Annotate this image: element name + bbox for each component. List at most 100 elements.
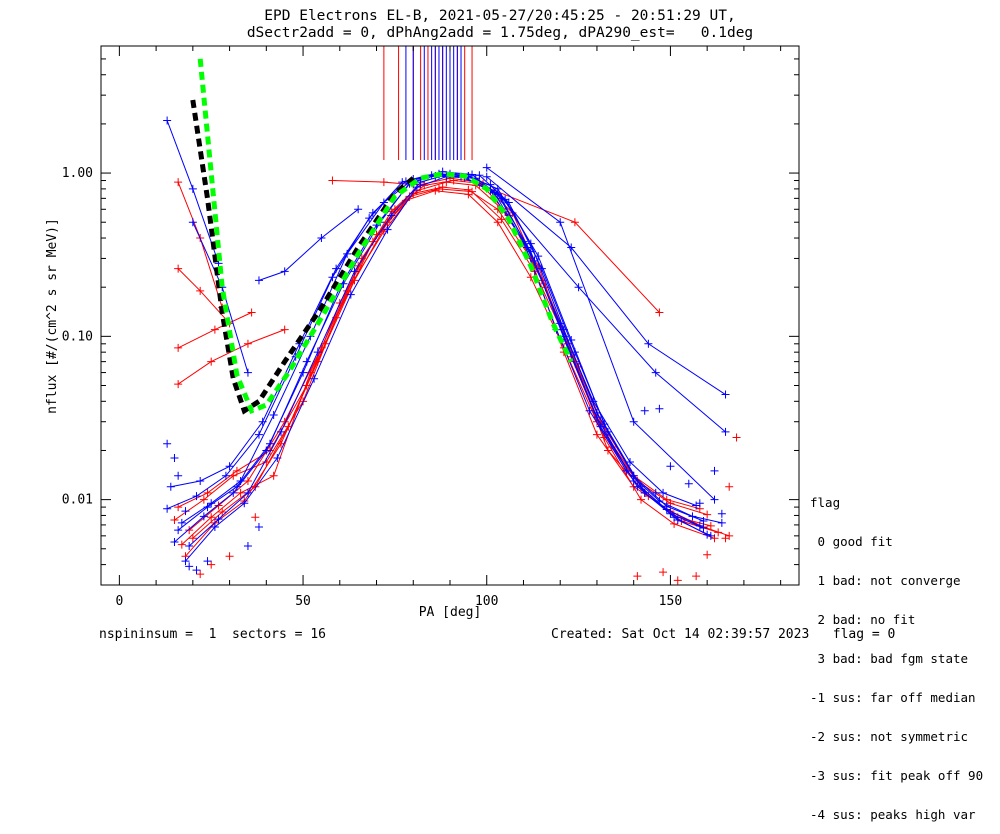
- data-point-red: [655, 308, 664, 317]
- data-point-blue: [387, 211, 396, 220]
- series-line-blue: [490, 184, 726, 433]
- legend-item: 0 good fit: [810, 534, 893, 549]
- data-point-blue: [174, 471, 183, 480]
- data-point-blue: [523, 243, 532, 252]
- data-point-blue: [332, 264, 341, 273]
- x-tick-label: 100: [475, 594, 498, 609]
- data-point-blue: [383, 225, 392, 234]
- data-point-blue: [188, 218, 197, 227]
- data-point-blue: [354, 205, 363, 214]
- data-point-blue: [166, 482, 175, 491]
- x-tick-label: 0: [115, 594, 123, 609]
- data-point-red: [196, 286, 205, 295]
- data-point-blue: [717, 509, 726, 518]
- series-line-red: [181, 186, 730, 545]
- data-point-blue: [699, 516, 708, 525]
- data-point-blue: [412, 183, 421, 192]
- data-point-blue: [559, 325, 568, 334]
- data-point-blue: [346, 290, 355, 299]
- legend-item: 3 bad: bad fgm state: [810, 651, 969, 666]
- data-point-red: [438, 183, 447, 192]
- data-point-blue: [269, 410, 278, 419]
- data-point-blue: [254, 522, 263, 531]
- data-point-red: [493, 218, 502, 227]
- data-point-red: [633, 572, 642, 581]
- data-point-blue: [662, 502, 671, 511]
- data-point-red: [251, 482, 260, 491]
- data-point-blue: [475, 171, 484, 180]
- data-point-red: [659, 568, 668, 577]
- data-point-blue: [644, 339, 653, 348]
- data-point-red: [210, 325, 219, 334]
- data-point-red: [431, 186, 440, 195]
- data-point-red: [379, 178, 388, 187]
- series-line-blue: [258, 208, 359, 281]
- fit-curve-green: [197, 58, 574, 415]
- data-point-red: [706, 521, 715, 530]
- data-point-red: [703, 550, 712, 559]
- data-point-blue: [243, 368, 252, 377]
- series-line-blue: [185, 176, 708, 562]
- data-point-red: [196, 570, 205, 579]
- data-point-blue: [710, 466, 719, 475]
- data-point-blue: [188, 184, 197, 193]
- data-point-blue: [629, 471, 638, 480]
- data-point-red: [177, 540, 186, 549]
- data-point-blue: [640, 406, 649, 415]
- data-point-blue: [277, 427, 286, 436]
- data-point-red: [229, 471, 238, 480]
- x-tick-label: 150: [659, 594, 682, 609]
- data-point-blue: [225, 462, 234, 471]
- y-tick-label: 0.10: [62, 329, 93, 344]
- data-point-red: [670, 519, 679, 528]
- data-point-blue: [185, 541, 194, 550]
- data-point-blue: [659, 488, 668, 497]
- data-point-red: [449, 176, 458, 185]
- data-point-blue: [229, 488, 238, 497]
- data-point-blue: [482, 163, 491, 172]
- data-point-blue: [236, 477, 245, 486]
- data-point-blue: [556, 218, 565, 227]
- data-point-red: [214, 501, 223, 510]
- data-point-blue: [328, 273, 337, 282]
- series-line-blue: [486, 176, 726, 396]
- data-point-blue: [684, 479, 693, 488]
- data-point-blue: [416, 178, 425, 187]
- data-point-blue: [181, 557, 190, 566]
- data-point-blue: [273, 453, 282, 462]
- data-point-blue: [203, 557, 212, 566]
- data-point-blue: [240, 499, 249, 508]
- data-point-red: [703, 510, 712, 519]
- data-point-blue: [210, 522, 219, 531]
- data-point-blue: [570, 348, 579, 357]
- data-point-blue: [721, 427, 730, 436]
- data-point-red: [174, 264, 183, 273]
- data-point-red: [603, 446, 612, 455]
- chart-plot: 0 50 100 150 0.01 0.10 1.00 PA [deg] nflux [#/…: [45, 45, 800, 620]
- y-axis-label: nflux [#/(cm^2 s sr MeV)]: [45, 218, 60, 414]
- data-point-red: [225, 552, 234, 561]
- data-point-red: [725, 482, 734, 491]
- data-point-blue: [243, 541, 252, 550]
- data-point-red: [243, 339, 252, 348]
- series-line-red: [188, 177, 711, 531]
- data-point-red: [721, 534, 730, 543]
- x-tick-label: 50: [295, 594, 311, 609]
- data-point-red: [714, 528, 723, 537]
- data-point-blue: [699, 524, 708, 533]
- data-point-blue: [185, 562, 194, 571]
- data-point-blue: [243, 488, 252, 497]
- data-point-red: [269, 471, 278, 480]
- data-point-blue: [170, 538, 179, 547]
- data-point-red: [174, 380, 183, 389]
- legend-item: -3 sus: fit peak off 90: [810, 768, 984, 783]
- data-point-red: [203, 488, 212, 497]
- y-tick-label: 0.01: [62, 493, 93, 508]
- data-point-red: [207, 560, 216, 569]
- data-point-red: [207, 357, 216, 366]
- data-point-blue: [196, 477, 205, 486]
- data-point-red: [637, 495, 646, 504]
- data-point-red: [284, 422, 293, 431]
- data-point-blue: [673, 516, 682, 525]
- data-point-red: [188, 534, 197, 543]
